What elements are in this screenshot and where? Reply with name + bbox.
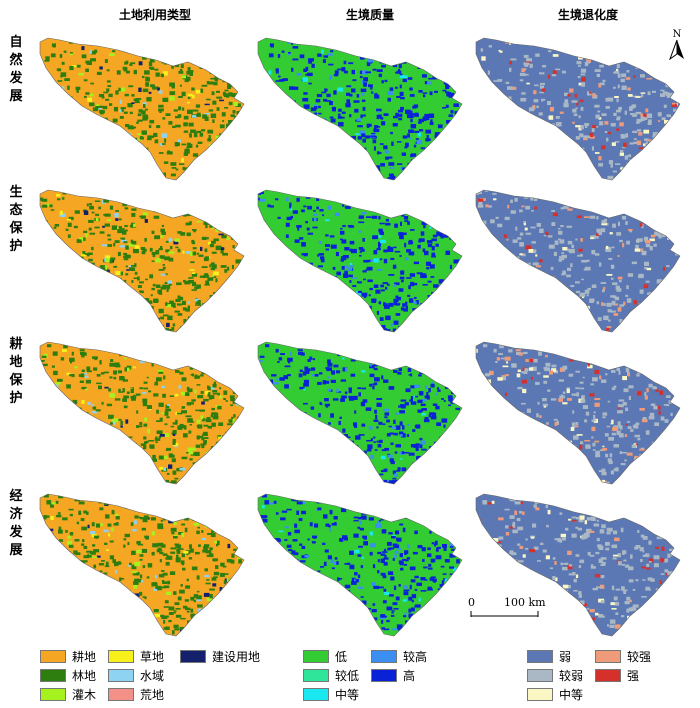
landuse-map-3 <box>38 338 253 488</box>
quality-legend-item: 较高 <box>371 648 427 665</box>
degradation-legend-label: 强 <box>627 669 640 683</box>
quality-legend-label: 较高 <box>403 650 428 664</box>
column-title-landuse: 土地利用类型 <box>118 8 191 22</box>
landuse-legend-swatch <box>108 650 134 663</box>
landuse-map-4 <box>38 490 253 640</box>
degradation-legend-item: 强 <box>595 667 639 684</box>
landuse-legend-swatch <box>180 650 206 663</box>
column-title-habitat-quality: 生境质量 <box>345 8 394 22</box>
degradation-map-3 <box>474 338 689 488</box>
row-label-ecological-protection: 生 态 保 护 <box>9 185 23 254</box>
degradation-legend-swatch <box>595 650 621 663</box>
landuse-legend-label: 建设用地 <box>212 650 261 664</box>
degradation-map-2 <box>474 186 689 336</box>
landuse-legend-label: 耕地 <box>72 650 97 664</box>
landuse-legend-label: 水域 <box>140 669 165 683</box>
quality-legend-swatch <box>303 650 329 663</box>
landuse-legend-label: 草地 <box>140 650 165 664</box>
landuse-legend-label: 林地 <box>72 669 97 683</box>
landuse-legend-swatch <box>40 650 66 663</box>
row-label-farmland-protection: 耕 地 保 护 <box>9 337 23 406</box>
quality-map-4 <box>256 490 471 640</box>
degradation-legend-item: 弱 <box>527 648 571 665</box>
landuse-legend-item: 耕地 <box>40 648 96 665</box>
landuse-legend-item: 林地 <box>40 667 96 684</box>
degradation-legend-swatch <box>527 669 553 682</box>
degradation-legend-item: 较强 <box>595 648 651 665</box>
quality-legend-label: 较低 <box>335 669 360 683</box>
degradation-legend-label: 中等 <box>559 688 584 702</box>
quality-legend-swatch <box>303 688 329 701</box>
scale-start-label: 0 <box>468 596 475 609</box>
quality-legend-swatch <box>371 669 397 682</box>
landuse-legend-item: 灌木 <box>40 686 96 703</box>
quality-legend-item: 中等 <box>303 686 359 703</box>
degradation-legend-item: 中等 <box>527 686 583 703</box>
row-label-natural-development: 自 然 发 展 <box>9 35 23 104</box>
quality-legend-label: 高 <box>403 669 416 683</box>
quality-map-1 <box>256 34 471 184</box>
quality-map-2 <box>256 186 471 336</box>
landuse-map-1 <box>38 34 253 184</box>
landuse-legend-item: 荒地 <box>108 686 164 703</box>
degradation-legend-swatch <box>527 650 553 663</box>
degradation-legend-swatch <box>595 669 621 682</box>
quality-legend-item: 较低 <box>303 667 359 684</box>
landuse-legend-item: 水域 <box>108 667 164 684</box>
scale-bar: 0 100 km <box>462 596 582 626</box>
quality-legend-swatch <box>371 650 397 663</box>
north-arrow-icon: N <box>668 29 686 61</box>
degradation-legend-label: 较弱 <box>559 669 584 683</box>
row-label-economic-development: 经 济 发 展 <box>9 489 23 558</box>
quality-map-3 <box>256 338 471 488</box>
landuse-map-2 <box>38 186 253 336</box>
degradation-legend-item: 较弱 <box>527 667 583 684</box>
quality-legend-label: 低 <box>335 650 348 664</box>
degradation-legend-swatch <box>527 688 553 701</box>
quality-legend-item: 高 <box>371 667 415 684</box>
degradation-map-4 <box>474 490 689 640</box>
quality-legend-item: 低 <box>303 648 347 665</box>
landuse-legend-swatch <box>108 688 134 701</box>
landuse-legend-swatch <box>108 669 134 682</box>
landuse-legend-label: 荒地 <box>140 688 165 702</box>
landuse-legend-swatch <box>40 669 66 682</box>
degradation-legend-label: 较强 <box>627 650 652 664</box>
landuse-legend-item: 草地 <box>108 648 164 665</box>
north-label: N <box>672 29 682 40</box>
landuse-legend-item: 建设用地 <box>180 648 260 665</box>
column-title-habitat-degradation: 生境退化度 <box>557 8 618 22</box>
degradation-map-1 <box>474 34 689 184</box>
landuse-legend-label: 灌木 <box>72 688 97 702</box>
landuse-legend-swatch <box>40 688 66 701</box>
scale-end-label: 100 km <box>504 596 546 609</box>
quality-legend-label: 中等 <box>335 688 360 702</box>
quality-legend-swatch <box>303 669 329 682</box>
degradation-legend-label: 弱 <box>559 650 572 664</box>
